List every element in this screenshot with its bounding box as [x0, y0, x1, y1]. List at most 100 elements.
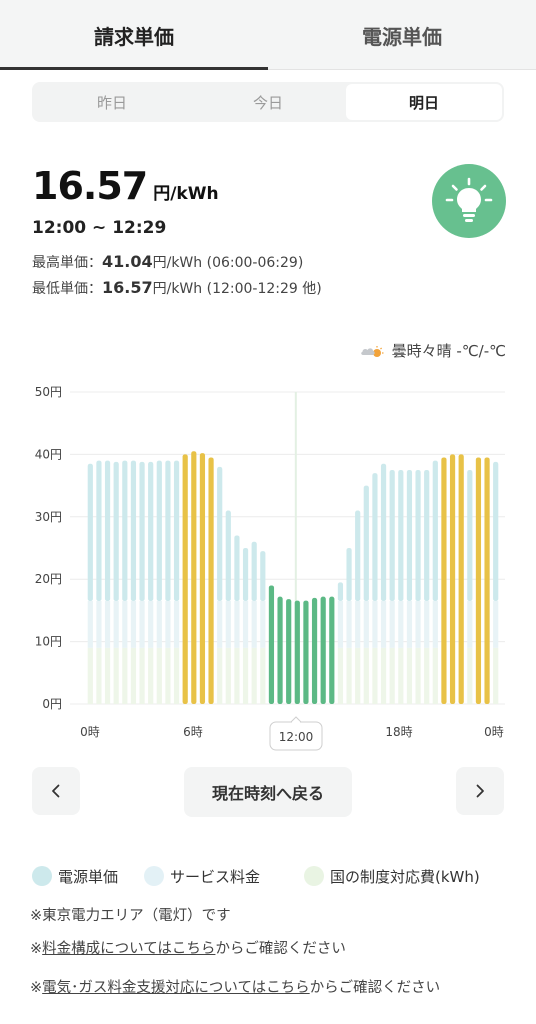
legend-label: サービス料金: [170, 867, 261, 886]
source-price-segment: [122, 460, 128, 602]
country-fee-segment: [389, 647, 395, 704]
tab-source-price[interactable]: 電源単価: [362, 24, 442, 49]
source-price-segment: [424, 470, 430, 602]
source-price-segment: [355, 510, 361, 602]
note-prefix: ※: [30, 980, 43, 996]
day-yesterday-button[interactable]: 昨日: [96, 93, 127, 112]
source-price-segment: [372, 473, 378, 602]
note-suffix: からご確認ください: [215, 941, 346, 957]
price-bar: [294, 600, 300, 704]
service-fee-segment: [225, 601, 231, 648]
source-price-segment: [242, 548, 249, 602]
source-price-segment: [398, 470, 404, 602]
legend-service-fee: サービス料金: [144, 866, 304, 887]
price-bar: [449, 454, 456, 704]
source-price-segment: [217, 466, 223, 602]
legend-label: 電源単価: [58, 867, 119, 886]
min-price-value: 16.57: [102, 278, 153, 297]
source-price-segment: [389, 470, 395, 602]
day-tomorrow-button[interactable]: 明日: [346, 84, 502, 120]
selected-time-pointer: [289, 716, 303, 723]
subsidy-link[interactable]: 電気･ガス料金支援対応についてはこちら: [42, 980, 310, 996]
service-fee-segment: [432, 601, 438, 648]
max-price-value: 41.04: [102, 252, 153, 271]
source-price-segment: [337, 582, 344, 602]
price-time-range: 12:00 ~ 12:29: [32, 218, 167, 238]
weather-forecast: 曇時々晴 -℃/-℃: [360, 340, 506, 361]
price-bar: [311, 597, 318, 704]
source-price-segment: [165, 460, 171, 602]
service-fee-segment: [173, 601, 180, 648]
country-fee-segment: [406, 647, 413, 704]
source-price-segment: [432, 460, 438, 602]
source-price-segment: [148, 461, 154, 602]
country-fee-segment: [260, 647, 266, 704]
country-fee-segment: [380, 647, 387, 704]
country-fee-segment: [104, 647, 111, 704]
price-bar: [268, 585, 275, 704]
source-price-segment: [156, 460, 162, 602]
x-tick-label: 12:00: [279, 730, 314, 744]
service-fee-segment: [156, 601, 162, 648]
current-price: 16.57 円/kWh: [32, 164, 219, 208]
weather-text: 曇時々晴 -℃/-℃: [391, 342, 506, 360]
service-fee-segment: [251, 601, 257, 648]
note-prefix: ※: [30, 941, 43, 957]
source-price-segment: [346, 548, 352, 602]
country-fee-segment: [251, 647, 257, 704]
service-fee-segment: [363, 601, 369, 648]
price-bar: [208, 457, 214, 704]
service-fee-segment: [122, 601, 128, 648]
y-tick-label: 0円: [42, 697, 62, 711]
price-chart[interactable]: 0円 10円 20円 30円 40円 50円 0時 6時 12:00 18時 0時: [0, 370, 536, 760]
next-button[interactable]: [456, 767, 504, 815]
x-tick-label: 0時: [80, 725, 100, 739]
country-fee-segment: [242, 647, 249, 704]
legend-swatch: [304, 866, 324, 886]
x-tick-label: 6時: [183, 725, 203, 739]
min-price-label: 最低単価：: [32, 281, 102, 297]
pricing-structure-link[interactable]: 料金構成についてはこちら: [42, 941, 216, 957]
source-price-segment: [87, 463, 93, 602]
country-fee-segment: [424, 647, 430, 704]
service-fee-segment: [493, 601, 499, 648]
source-price-segment: [406, 470, 413, 602]
area-note: ※東京電力エリア（電灯）です: [30, 908, 231, 924]
country-fee-segment: [493, 647, 499, 704]
max-price-unit: 円/kWh: [152, 255, 203, 271]
badge-joint: [292, 721, 300, 724]
price-bar: [182, 454, 188, 704]
service-fee-segment: [406, 601, 413, 648]
price-bar: [329, 596, 335, 704]
y-tick-label: 20円: [35, 572, 62, 586]
country-fee-segment: [467, 647, 473, 704]
day-today-button[interactable]: 今日: [252, 93, 283, 112]
country-fee-segment: [372, 647, 378, 704]
country-fee-segment: [96, 647, 102, 704]
day-selector: 昨日 今日 明日: [32, 82, 504, 122]
source-price-segment: [139, 461, 145, 602]
service-fee-segment: [380, 601, 387, 648]
service-fee-segment: [415, 601, 421, 648]
pricing-structure-note: ※料金構成についてはこちらからご確認ください: [30, 937, 346, 958]
previous-button[interactable]: [32, 767, 80, 815]
source-price-segment: [173, 460, 180, 602]
country-fee-segment: [234, 647, 240, 704]
country-fee-segment: [355, 647, 361, 704]
country-fee-segment: [346, 647, 352, 704]
source-price-segment: [415, 470, 421, 602]
note-suffix: からご確認ください: [309, 980, 441, 996]
return-to-now-button[interactable]: 現在時刻へ戻る: [184, 767, 352, 817]
source-price-segment: [96, 460, 102, 602]
country-fee-segment: [173, 647, 180, 704]
source-price-segment: [380, 463, 387, 602]
price-bar: [484, 457, 490, 704]
country-fee-segment: [363, 647, 369, 704]
country-fee-segment: [122, 647, 128, 704]
lightbulb-icon[interactable]: [432, 164, 506, 238]
source-price-segment: [104, 460, 111, 602]
tab-billing-price[interactable]: 請求単価: [94, 24, 174, 49]
service-fee-segment: [389, 601, 395, 648]
country-fee-segment: [337, 647, 344, 704]
chart-legend: 電源単価 サービス料金 国の制度対応費(kWh): [32, 864, 512, 888]
